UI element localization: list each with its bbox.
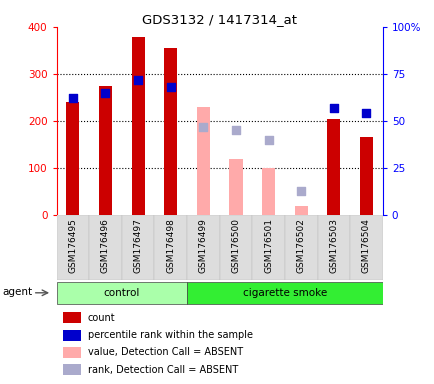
Text: GSM176496: GSM176496	[101, 218, 110, 273]
Bar	[131, 37, 144, 215]
Bar	[66, 102, 79, 215]
Point	[167, 84, 174, 90]
Text: GSM176504: GSM176504	[361, 218, 370, 273]
Point	[135, 76, 141, 83]
Text: GSM176499: GSM176499	[198, 218, 207, 273]
Point	[362, 110, 369, 116]
Bar	[63, 312, 81, 323]
Bar	[294, 206, 307, 215]
Bar	[284, 215, 317, 280]
Bar	[56, 281, 187, 304]
Point	[232, 127, 239, 134]
Bar	[63, 329, 81, 341]
Bar	[187, 215, 219, 280]
Point	[69, 95, 76, 101]
Bar	[261, 168, 275, 215]
Text: GSM176503: GSM176503	[329, 218, 338, 273]
Bar	[89, 215, 122, 280]
Text: rank, Detection Call = ABSENT: rank, Detection Call = ABSENT	[87, 364, 237, 375]
Text: count: count	[87, 313, 115, 323]
Text: control: control	[103, 288, 140, 298]
Text: GSM176495: GSM176495	[68, 218, 77, 273]
Bar	[63, 347, 81, 358]
Text: GSM176502: GSM176502	[296, 218, 305, 273]
Point	[265, 137, 272, 143]
Bar	[122, 215, 154, 280]
Point	[199, 124, 207, 130]
Text: GSM176501: GSM176501	[263, 218, 273, 273]
Bar	[326, 119, 339, 215]
Bar	[63, 364, 81, 375]
Bar	[99, 86, 112, 215]
Point	[297, 187, 304, 194]
Title: GDS3132 / 1417314_at: GDS3132 / 1417314_at	[142, 13, 296, 26]
Text: value, Detection Call = ABSENT: value, Detection Call = ABSENT	[87, 347, 242, 358]
Text: percentile rank within the sample: percentile rank within the sample	[87, 330, 252, 340]
Bar	[317, 215, 349, 280]
Text: GSM176498: GSM176498	[166, 218, 175, 273]
Bar	[229, 159, 242, 215]
Bar	[252, 215, 284, 280]
Text: agent: agent	[3, 286, 33, 296]
Text: GSM176500: GSM176500	[231, 218, 240, 273]
Bar	[349, 215, 382, 280]
Bar	[219, 215, 252, 280]
Bar	[196, 107, 210, 215]
Text: cigarette smoke: cigarette smoke	[242, 288, 326, 298]
Text: GSM176497: GSM176497	[133, 218, 142, 273]
Bar	[187, 281, 382, 304]
Bar	[164, 48, 177, 215]
Point	[330, 105, 337, 111]
Bar	[154, 215, 187, 280]
Point	[102, 90, 108, 96]
Bar	[56, 215, 89, 280]
Bar	[359, 137, 372, 215]
